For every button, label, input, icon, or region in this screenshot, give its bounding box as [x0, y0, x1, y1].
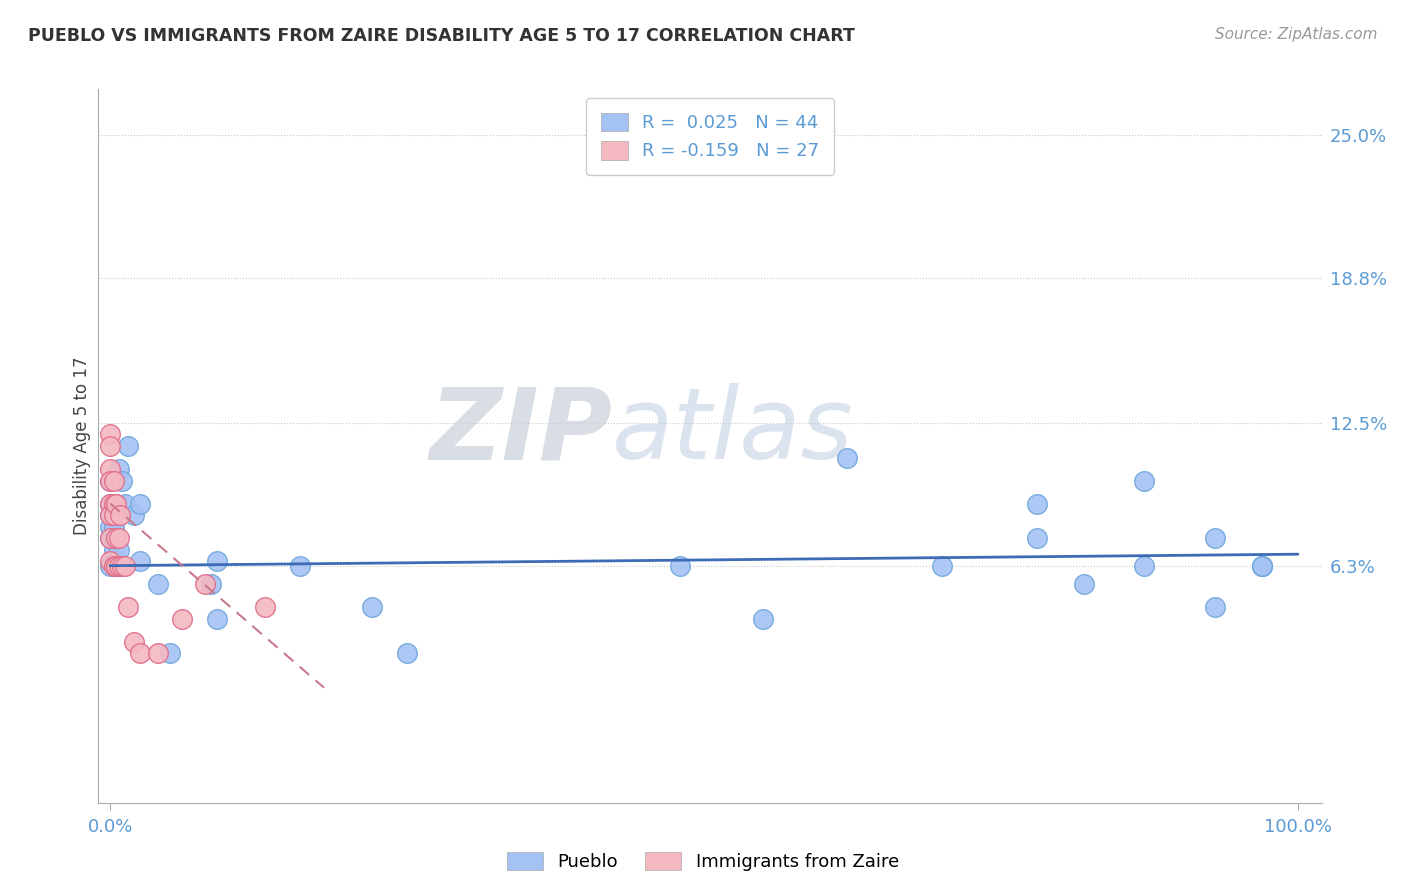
Point — [396, 646, 419, 660]
Point — [98, 474, 121, 488]
Point — [170, 612, 193, 626]
Point — [98, 558, 121, 573]
Point — [98, 474, 121, 488]
Point — [103, 474, 125, 488]
Point — [1073, 577, 1095, 591]
Point — [98, 554, 121, 568]
Point — [114, 497, 136, 511]
Point — [1251, 558, 1274, 573]
Point — [108, 508, 131, 522]
Point — [1132, 474, 1154, 488]
Point — [117, 600, 139, 615]
Point — [98, 531, 121, 545]
Point — [98, 508, 121, 522]
Point — [105, 497, 128, 511]
Point — [105, 531, 128, 545]
Text: atlas: atlas — [612, 384, 853, 480]
Text: ZIP: ZIP — [429, 384, 612, 480]
Legend: R =  0.025   N = 44, R = -0.159   N = 27: R = 0.025 N = 44, R = -0.159 N = 27 — [586, 98, 834, 175]
Point — [835, 450, 858, 465]
Point — [103, 519, 125, 533]
Point — [122, 634, 145, 648]
Text: PUEBLO VS IMMIGRANTS FROM ZAIRE DISABILITY AGE 5 TO 17 CORRELATION CHART: PUEBLO VS IMMIGRANTS FROM ZAIRE DISABILI… — [28, 27, 855, 45]
Point — [105, 554, 128, 568]
Point — [98, 519, 121, 533]
Point — [290, 558, 312, 573]
Point — [1251, 558, 1274, 573]
Point — [253, 600, 276, 615]
Point — [111, 474, 134, 488]
Point — [111, 558, 134, 573]
Point — [122, 508, 145, 522]
Point — [107, 558, 129, 573]
Point — [107, 542, 129, 557]
Legend: Pueblo, Immigrants from Zaire: Pueblo, Immigrants from Zaire — [499, 845, 907, 879]
Point — [98, 508, 121, 522]
Point — [752, 612, 775, 626]
Point — [98, 531, 121, 545]
Point — [98, 462, 121, 476]
Point — [103, 508, 125, 522]
Point — [205, 612, 228, 626]
Point — [669, 558, 692, 573]
Point — [1132, 558, 1154, 573]
Point — [931, 558, 953, 573]
Point — [98, 427, 121, 442]
Text: Source: ZipAtlas.com: Source: ZipAtlas.com — [1215, 27, 1378, 42]
Point — [105, 531, 128, 545]
Point — [105, 558, 128, 573]
Point — [129, 554, 152, 568]
Point — [200, 577, 222, 591]
Point — [103, 497, 125, 511]
Point — [98, 497, 121, 511]
Point — [98, 497, 121, 511]
Point — [103, 558, 125, 573]
Point — [107, 462, 129, 476]
Point — [1204, 600, 1226, 615]
Point — [103, 554, 125, 568]
Point — [103, 497, 125, 511]
Point — [129, 497, 152, 511]
Point — [146, 577, 169, 591]
Point — [1204, 531, 1226, 545]
Point — [194, 577, 217, 591]
Point — [107, 531, 129, 545]
Point — [98, 439, 121, 453]
Point — [103, 542, 125, 557]
Point — [146, 646, 169, 660]
Point — [159, 646, 181, 660]
Y-axis label: Disability Age 5 to 17: Disability Age 5 to 17 — [73, 357, 91, 535]
Point — [1025, 497, 1047, 511]
Point — [114, 558, 136, 573]
Point — [1251, 558, 1274, 573]
Point — [105, 497, 128, 511]
Point — [129, 646, 152, 660]
Point — [103, 531, 125, 545]
Point — [1025, 531, 1047, 545]
Point — [117, 439, 139, 453]
Point — [360, 600, 382, 615]
Point — [205, 554, 228, 568]
